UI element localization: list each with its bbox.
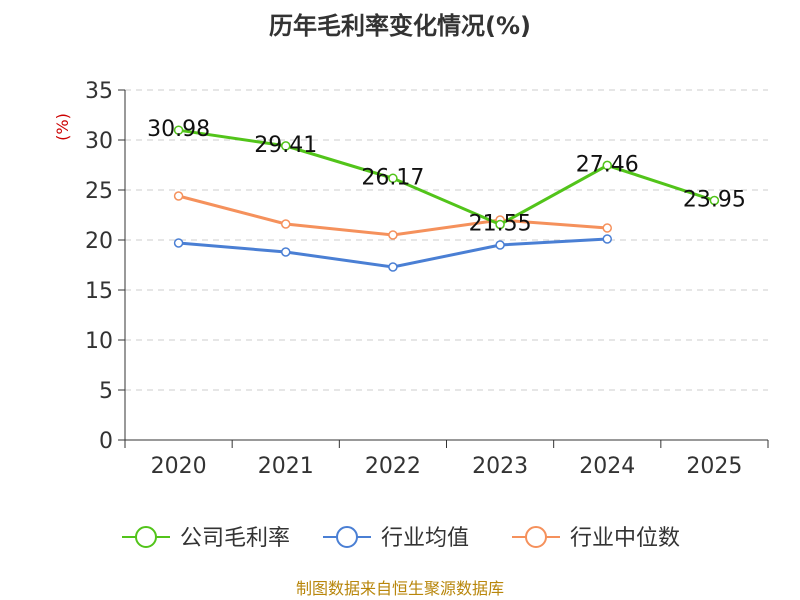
data-point bbox=[388, 173, 398, 184]
x-tick-label: 2022 bbox=[365, 454, 421, 479]
y-tick-labels: 0 5 10 15 20 25 30 35 bbox=[85, 79, 113, 454]
data-point bbox=[602, 234, 612, 244]
y-tick-label: 5 bbox=[99, 379, 113, 404]
data-point bbox=[602, 160, 612, 171]
legend-swatch-marker bbox=[336, 526, 358, 548]
x-tick-label: 2023 bbox=[472, 454, 528, 479]
data-point bbox=[495, 219, 505, 230]
y-tick-label: 0 bbox=[99, 429, 113, 454]
series-lines bbox=[173, 125, 720, 272]
legend-label: 公司毛利率 bbox=[180, 526, 290, 551]
legend-item: 公司毛利率 bbox=[122, 526, 290, 551]
data-label: 21.55 bbox=[469, 212, 532, 237]
axes bbox=[118, 89, 769, 448]
y-tick-label: 10 bbox=[85, 329, 113, 354]
x-tick-label: 2025 bbox=[686, 454, 742, 479]
data-point bbox=[281, 219, 291, 229]
data-label: 30.98 bbox=[147, 117, 210, 142]
legend-swatch-marker bbox=[525, 526, 547, 548]
x-tick-label: 2024 bbox=[579, 454, 635, 479]
legend-item: 行业中位数 bbox=[512, 526, 680, 551]
y-axis-unit: (%) bbox=[53, 113, 72, 141]
data-point bbox=[173, 238, 184, 248]
source-note: 制图数据来自恒生聚源数据库 bbox=[296, 579, 504, 598]
data-label: 23.95 bbox=[683, 188, 746, 213]
data-point bbox=[388, 230, 398, 240]
data-point bbox=[709, 195, 720, 206]
data-label: 27.46 bbox=[576, 152, 639, 177]
data-point bbox=[495, 240, 505, 250]
data-point bbox=[173, 125, 184, 135]
y-tick-label: 35 bbox=[85, 79, 113, 104]
legend-swatch-marker bbox=[135, 526, 157, 548]
x-tick-labels: 2020 2021 2022 2023 2024 2025 bbox=[151, 454, 743, 479]
gridlines bbox=[125, 89, 768, 391]
data-point bbox=[602, 223, 612, 233]
y-tick-label: 25 bbox=[85, 179, 113, 204]
data-point bbox=[281, 247, 291, 257]
data-label: 26.17 bbox=[361, 165, 424, 190]
legend-label: 行业均值 bbox=[381, 526, 469, 551]
x-tick-label: 2020 bbox=[151, 454, 207, 479]
chart-title: 历年毛利率变化情况(%) bbox=[269, 12, 531, 40]
data-labels: 30.98 29.41 26.17 21.55 27.46 23.95 bbox=[147, 117, 746, 236]
x-tick-label: 2021 bbox=[258, 454, 314, 479]
data-point bbox=[173, 191, 184, 201]
series-line bbox=[178, 128, 715, 227]
data-point bbox=[281, 141, 291, 151]
y-tick-label: 20 bbox=[85, 229, 113, 254]
data-label: 29.41 bbox=[254, 133, 317, 158]
y-tick-label: 15 bbox=[85, 279, 113, 304]
data-point bbox=[388, 262, 398, 272]
legend: 公司毛利率 行业均值 行业中位数 bbox=[122, 526, 680, 551]
y-tick-label: 30 bbox=[85, 129, 113, 154]
legend-label: 行业中位数 bbox=[570, 526, 680, 551]
legend-item: 行业均值 bbox=[323, 526, 469, 551]
